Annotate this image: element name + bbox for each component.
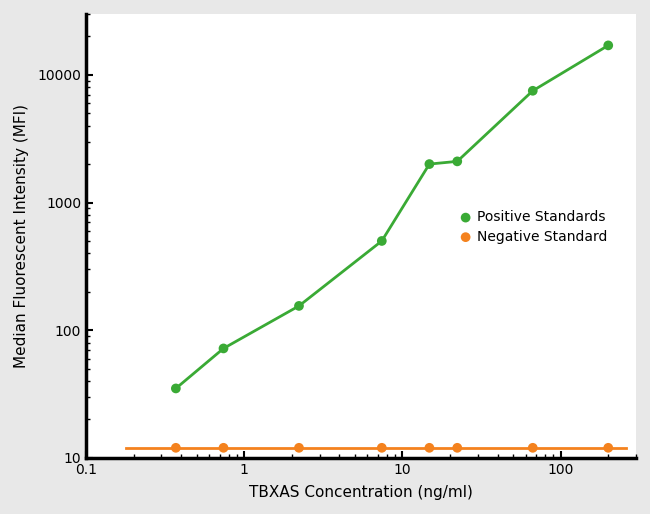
- Negative Standard: [603, 444, 614, 452]
- Negative Standard: [294, 444, 304, 452]
- Positive Standards: [528, 87, 538, 95]
- Positive Standards: [294, 302, 304, 310]
- Positive Standards: [452, 157, 462, 166]
- Positive Standards: [376, 237, 387, 245]
- Negative Standard: [528, 444, 538, 452]
- Positive Standards: [424, 160, 435, 168]
- Negative Standard: [171, 444, 181, 452]
- X-axis label: TBXAS Concentration (ng/ml): TBXAS Concentration (ng/ml): [249, 485, 473, 500]
- Negative Standard: [218, 444, 229, 452]
- Negative Standard: [452, 444, 462, 452]
- Y-axis label: Median Fluorescent Intensity (MFI): Median Fluorescent Intensity (MFI): [14, 104, 29, 368]
- Negative Standard: [376, 444, 387, 452]
- Positive Standards: [171, 384, 181, 393]
- Negative Standard: [424, 444, 435, 452]
- Positive Standards: [218, 344, 229, 353]
- Legend: Positive Standards, Negative Standard: Positive Standards, Negative Standard: [456, 205, 613, 249]
- Positive Standards: [603, 41, 614, 49]
